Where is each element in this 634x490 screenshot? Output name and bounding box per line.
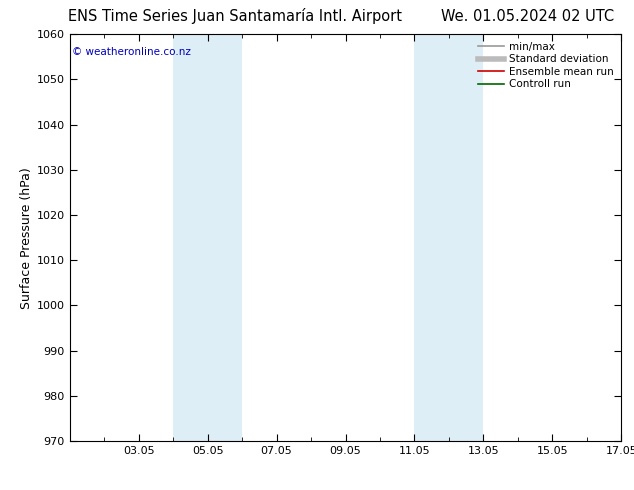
Text: ENS Time Series Juan Santamaría Intl. Airport: ENS Time Series Juan Santamaría Intl. Ai… (68, 8, 402, 24)
Text: We. 01.05.2024 02 UTC: We. 01.05.2024 02 UTC (441, 9, 614, 24)
Text: © weatheronline.co.nz: © weatheronline.co.nz (72, 47, 191, 56)
Bar (415, 34, 483, 441)
Bar (173, 34, 242, 441)
Y-axis label: Surface Pressure (hPa): Surface Pressure (hPa) (20, 167, 32, 309)
Title: ENS Time Series Juan Santamaría Intl. Airport     We. 01.05.2024 02 UTC: ENS Time Series Juan Santamaría Intl. Ai… (0, 489, 1, 490)
Legend: min/max, Standard deviation, Ensemble mean run, Controll run: min/max, Standard deviation, Ensemble me… (476, 40, 616, 92)
